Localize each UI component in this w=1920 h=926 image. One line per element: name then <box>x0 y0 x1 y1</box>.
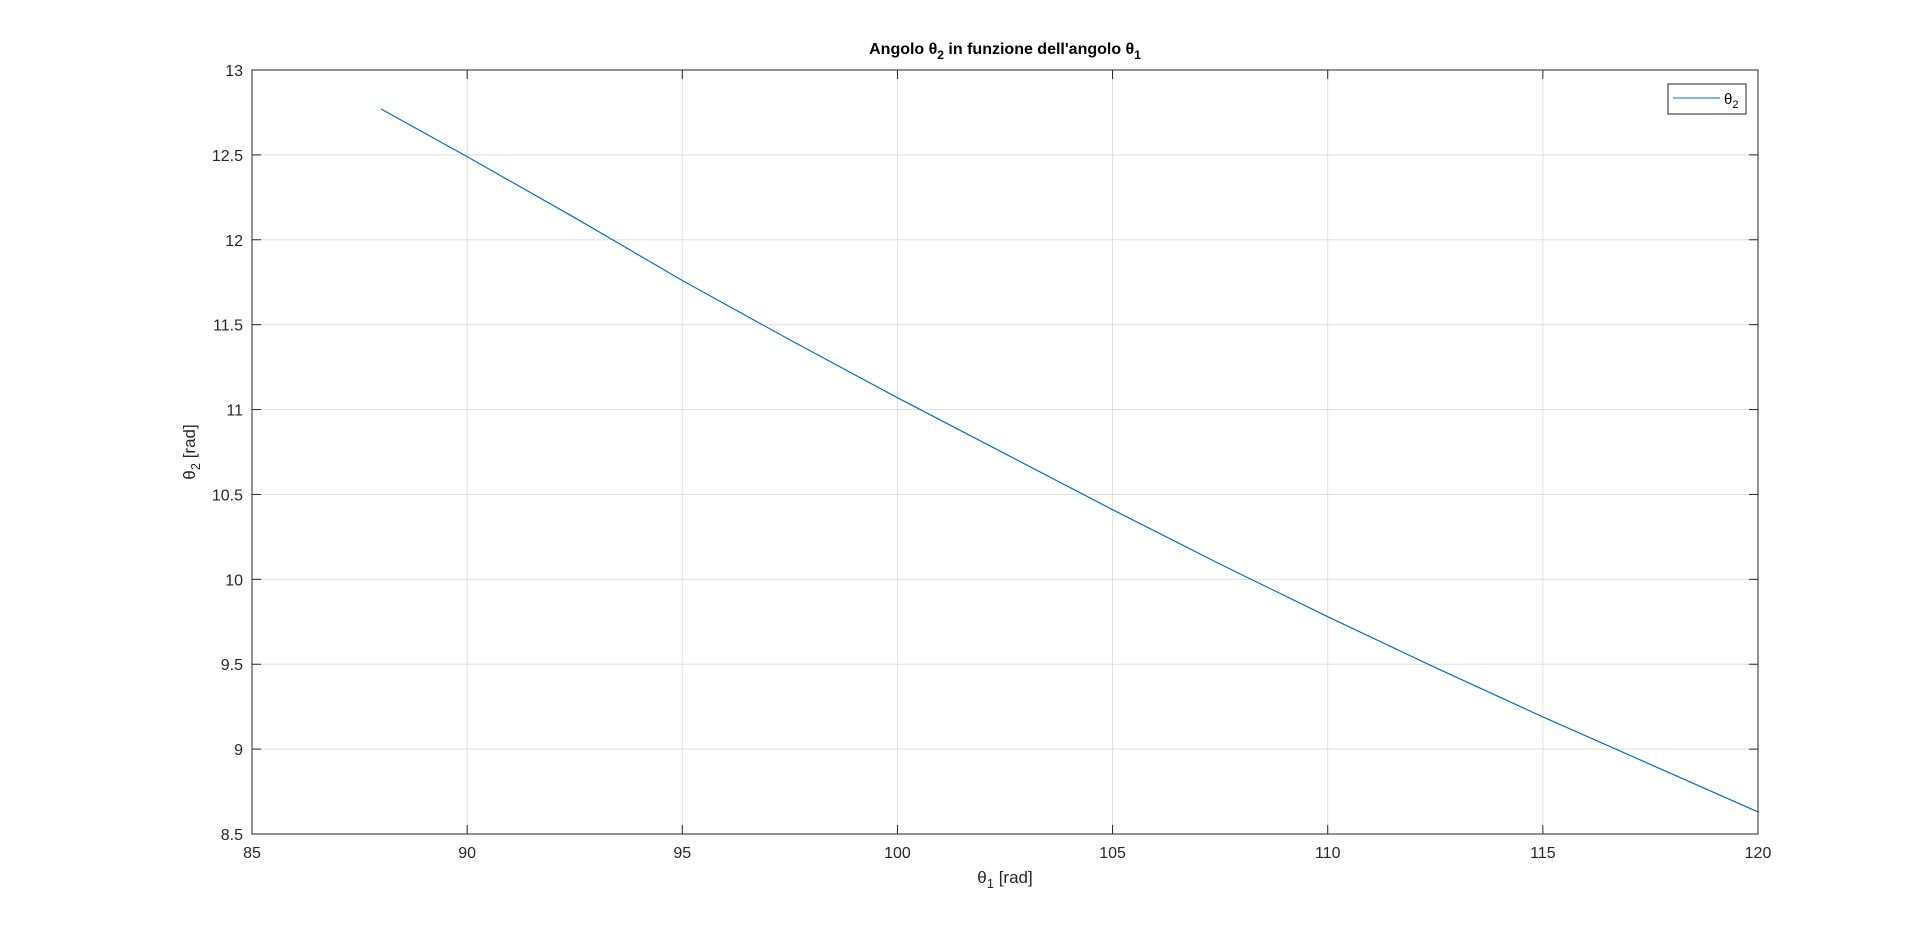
y-tick-label: 11.5 <box>213 318 243 335</box>
series-layer <box>380 108 1759 813</box>
x-tick-label: 110 <box>1315 845 1341 862</box>
y-tick-label: 10.5 <box>212 487 243 504</box>
y-tick-label: 10 <box>225 572 243 589</box>
y-axis-label: θ2 [rad] <box>180 424 203 479</box>
legend: θ2 <box>1667 83 1747 115</box>
x-tick-label: 85 <box>243 845 261 862</box>
x-tick-label: 120 <box>1745 845 1772 862</box>
x-tick-label: 105 <box>1099 845 1126 862</box>
y-tick-label: 9 <box>234 742 243 759</box>
legend-label: θ2 <box>1724 91 1738 111</box>
y-tick-label: 12 <box>225 233 243 250</box>
plot-area <box>252 70 1758 834</box>
x-tick-label: 90 <box>458 845 476 862</box>
series-line-theta2 <box>380 108 1759 813</box>
axes-box <box>251 69 1759 835</box>
x-tick-label: 95 <box>673 845 691 862</box>
grid-lines <box>252 70 1758 834</box>
x-tick-labels: 85 90 95 100 105 110 115 120 <box>243 845 1771 862</box>
chart-title: Angolo θ2 in funzione dell'angolo θ1 <box>869 41 1141 62</box>
legend-box <box>1667 83 1747 115</box>
y-tick-label: 12.5 <box>212 148 243 165</box>
y-tick-label: 9.5 <box>221 657 243 674</box>
x-axis-label: θ1 [rad] <box>977 868 1032 891</box>
y-tick-label: 8.5 <box>221 827 243 844</box>
y-tick-label: 13 <box>225 63 243 80</box>
y-tick-label: 11 <box>226 403 243 420</box>
x-tick-label: 100 <box>884 845 911 862</box>
x-tick-label: 115 <box>1530 845 1556 862</box>
y-tick-labels: 8.5 9 9.5 10 10.5 11 11.5 12 12.5 13 <box>212 63 243 844</box>
